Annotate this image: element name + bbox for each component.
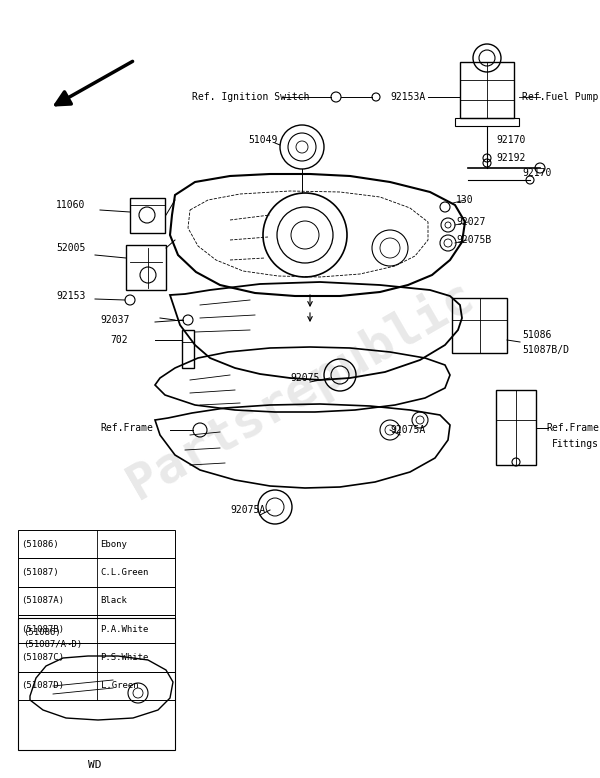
- Text: C.L.Green: C.L.Green: [101, 568, 149, 577]
- Text: 92192: 92192: [496, 153, 526, 163]
- Text: 92027: 92027: [456, 217, 485, 227]
- Text: Ebony: Ebony: [101, 540, 127, 548]
- Text: 92075B: 92075B: [456, 235, 491, 245]
- Bar: [18, 618, 175, 750]
- Text: Partsrepublic: Partsrepublic: [118, 269, 482, 509]
- Text: 92075: 92075: [290, 373, 319, 383]
- Text: 92170: 92170: [496, 135, 526, 145]
- Bar: [18, 671, 175, 700]
- Text: 92075A: 92075A: [390, 425, 425, 435]
- Text: 11060: 11060: [56, 200, 85, 210]
- Text: 92153A: 92153A: [390, 92, 425, 102]
- Text: (51087A): (51087A): [21, 596, 64, 605]
- Bar: [130, 198, 165, 233]
- Text: (51087/A~D): (51087/A~D): [23, 640, 82, 649]
- Text: WD: WD: [88, 760, 102, 770]
- Bar: [18, 530, 175, 559]
- Bar: [18, 643, 175, 671]
- Text: 92153: 92153: [56, 291, 85, 301]
- Text: 702: 702: [110, 335, 128, 345]
- Text: Ref.Frame: Ref.Frame: [546, 423, 599, 433]
- Text: (51086): (51086): [21, 540, 59, 548]
- Text: (51087): (51087): [21, 568, 59, 577]
- Text: 51087B/D: 51087B/D: [522, 345, 569, 355]
- Bar: [18, 615, 175, 643]
- Text: Ref.Fuel Pump: Ref.Fuel Pump: [522, 92, 598, 102]
- Text: 51049: 51049: [248, 135, 277, 145]
- Text: 92037: 92037: [100, 315, 130, 325]
- Text: (51087B): (51087B): [21, 625, 64, 633]
- Text: L.Green: L.Green: [101, 682, 138, 690]
- Text: P.S.White: P.S.White: [101, 653, 149, 662]
- Text: Ref.Frame: Ref.Frame: [100, 423, 153, 433]
- Text: (51086): (51086): [23, 628, 61, 637]
- Bar: [18, 559, 175, 587]
- Text: Ref. Ignition Switch: Ref. Ignition Switch: [192, 92, 310, 102]
- Text: P.A.White: P.A.White: [101, 625, 149, 633]
- Bar: [496, 390, 536, 465]
- Text: Fittings: Fittings: [552, 439, 599, 449]
- Text: (51087C): (51087C): [21, 653, 64, 662]
- Text: 130: 130: [456, 195, 473, 205]
- Bar: [452, 298, 507, 353]
- Text: 92075A: 92075A: [230, 505, 265, 515]
- Text: (51087D): (51087D): [21, 682, 64, 690]
- Text: Black: Black: [101, 596, 127, 605]
- Text: 52005: 52005: [56, 243, 85, 253]
- Text: 92170: 92170: [522, 168, 551, 178]
- Bar: [182, 330, 194, 368]
- Bar: [126, 245, 166, 290]
- Text: 51086: 51086: [522, 330, 551, 340]
- Bar: [18, 587, 175, 615]
